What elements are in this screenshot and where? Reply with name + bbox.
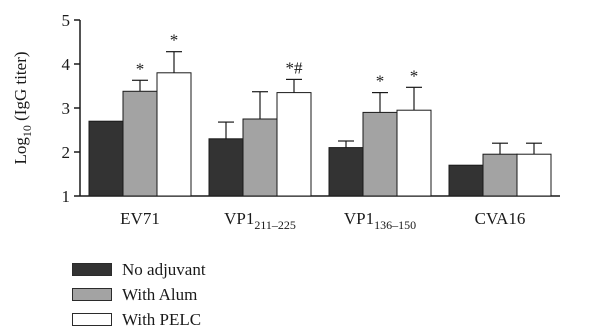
significance-label: * <box>410 66 419 85</box>
significance-label: * <box>376 72 385 91</box>
x-tick-label: VP1211–225 <box>224 209 296 232</box>
y-axis-label: Log10 (IgG titer) <box>11 51 34 164</box>
bar <box>276 92 312 197</box>
bar <box>242 118 278 197</box>
significance-label: * <box>170 31 179 50</box>
y-tick-label: 5 <box>62 11 71 30</box>
y-tick-label: 2 <box>62 143 71 162</box>
legend: No adjuvant With Alum With PELC <box>72 257 206 332</box>
legend-item-with-pelc: With PELC <box>72 307 206 332</box>
bar <box>516 153 552 197</box>
bar <box>396 109 432 197</box>
y-tick-label: 1 <box>62 187 71 206</box>
x-tick-label: CVA16 <box>475 209 526 228</box>
legend-label-with-pelc: With PELC <box>122 309 202 329</box>
bar-chart: 1 2 3 4 5 Log10 (IgG titer) * * * *# * EV71 VP1211–2… <box>11 11 560 232</box>
bar <box>448 164 484 197</box>
bar <box>122 90 158 197</box>
bar <box>156 72 192 197</box>
x-tick-label: EV71 <box>120 209 160 228</box>
significance-label: * <box>136 59 145 78</box>
significance-label: *# <box>286 58 304 77</box>
legend-swatch-with-pelc <box>72 313 112 326</box>
y-tick-label: 4 <box>62 55 71 74</box>
bar <box>88 120 124 197</box>
bar <box>328 147 364 197</box>
legend-label-no-adjuvant: No adjuvant <box>122 259 206 279</box>
bar <box>208 138 244 197</box>
legend-item-no-adjuvant: No adjuvant <box>72 257 206 282</box>
y-tick-label: 3 <box>62 99 71 118</box>
bar <box>362 111 398 197</box>
bar <box>482 153 518 197</box>
legend-swatch-with-alum <box>72 288 112 301</box>
legend-swatch-no-adjuvant <box>72 263 112 276</box>
legend-label-with-alum: With Alum <box>122 284 198 304</box>
legend-item-with-alum: With Alum <box>72 282 206 307</box>
x-tick-label: VP1136–150 <box>344 209 416 232</box>
